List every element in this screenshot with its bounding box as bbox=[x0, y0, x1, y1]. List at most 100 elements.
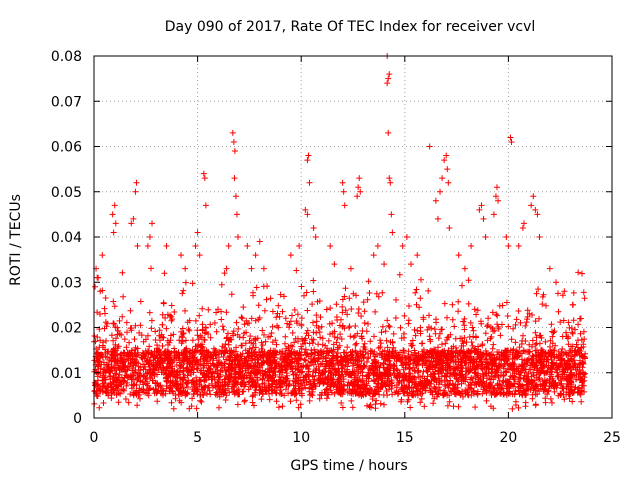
roti-point bbox=[95, 274, 102, 281]
roti-point bbox=[327, 243, 334, 250]
roti-point bbox=[310, 224, 317, 231]
roti-point bbox=[505, 243, 512, 250]
roti-point bbox=[354, 193, 361, 200]
roti-point bbox=[341, 202, 348, 209]
x-axis-label: GPS time / hours bbox=[290, 458, 407, 474]
roti-point bbox=[495, 197, 502, 204]
roti-point bbox=[437, 188, 444, 195]
roti-point bbox=[515, 243, 522, 250]
roti-point bbox=[478, 202, 485, 209]
roti-point bbox=[444, 166, 451, 173]
roti-point bbox=[381, 261, 388, 268]
y-axis-label: ROTI / TECUs bbox=[8, 194, 24, 286]
chart-title: Day 090 of 2017, Rate Of TEC Index for r… bbox=[165, 19, 536, 35]
roti-point bbox=[408, 261, 415, 268]
roti-point bbox=[305, 152, 312, 159]
roti-point bbox=[244, 243, 251, 250]
roti-point bbox=[389, 229, 396, 236]
roti-point bbox=[256, 238, 263, 245]
roti-point bbox=[508, 138, 515, 145]
roti-point bbox=[503, 234, 510, 240]
data-points bbox=[91, 53, 589, 412]
roti-point bbox=[403, 234, 410, 240]
roti-point-cloud bbox=[91, 265, 589, 412]
roti-point bbox=[434, 215, 441, 222]
roti-point bbox=[182, 265, 189, 272]
roti-point bbox=[340, 188, 347, 195]
roti-point bbox=[200, 170, 207, 177]
roti-point bbox=[99, 252, 106, 259]
roti-point bbox=[490, 211, 497, 218]
y-tick-label: 0.08 bbox=[51, 49, 82, 65]
y-tick-label: 0.04 bbox=[51, 230, 82, 246]
x-tick-label: 0 bbox=[90, 430, 99, 446]
roti-point bbox=[476, 206, 483, 213]
roti-point bbox=[461, 265, 468, 272]
y-tick-label: 0.01 bbox=[51, 366, 82, 382]
roti-point bbox=[536, 234, 543, 240]
roti-point bbox=[248, 265, 255, 272]
roti-point bbox=[532, 206, 539, 213]
roti-point bbox=[304, 157, 311, 164]
roti-point bbox=[414, 252, 421, 259]
x-tick-label: 25 bbox=[603, 430, 621, 446]
roti-point bbox=[399, 243, 406, 250]
roti-point bbox=[468, 243, 475, 250]
x-tick-label: 5 bbox=[193, 430, 202, 446]
roti-point bbox=[331, 261, 338, 268]
y-tick-label: 0.03 bbox=[51, 275, 82, 291]
x-tick-label: 10 bbox=[292, 430, 310, 446]
roti-point bbox=[134, 243, 141, 250]
roti-point bbox=[530, 193, 537, 200]
roti-point bbox=[387, 179, 394, 186]
roti-point bbox=[386, 175, 393, 182]
roti-point bbox=[494, 184, 501, 191]
roti-point bbox=[225, 243, 232, 250]
roti-point bbox=[482, 234, 489, 240]
roti-point bbox=[92, 283, 99, 290]
y-tick-label: 0.02 bbox=[51, 321, 82, 337]
roti-point bbox=[194, 229, 201, 236]
y-tick-label: 0 bbox=[73, 411, 82, 427]
roti-point bbox=[97, 288, 104, 295]
roti-point bbox=[192, 243, 199, 250]
roti-point bbox=[201, 175, 208, 182]
roti-point bbox=[388, 211, 395, 218]
roti-point bbox=[196, 252, 203, 259]
roti-point bbox=[296, 243, 303, 250]
roti-point bbox=[577, 315, 584, 322]
roti-point bbox=[233, 211, 240, 218]
roti-point bbox=[144, 243, 151, 250]
roti-point bbox=[357, 188, 364, 195]
roti-point bbox=[480, 215, 487, 222]
roti-point bbox=[302, 206, 309, 213]
roti-point bbox=[455, 252, 462, 259]
roti-point bbox=[534, 211, 541, 218]
roti-point bbox=[519, 224, 526, 231]
roti-point bbox=[231, 148, 238, 155]
roti-point bbox=[231, 175, 238, 182]
roti-point bbox=[553, 279, 560, 286]
x-tick-label: 20 bbox=[499, 430, 517, 446]
axis-ticks bbox=[93, 55, 613, 419]
roti-point bbox=[223, 265, 230, 272]
roti-point bbox=[569, 301, 576, 308]
roti-point bbox=[287, 252, 294, 259]
roti-point bbox=[133, 179, 140, 186]
y-tick-labels: 0 0.01 0.02 0.03 0.04 0.05 0.06 0.07 0.08 bbox=[51, 49, 82, 427]
roti-point bbox=[374, 243, 381, 250]
roti-point bbox=[163, 243, 170, 250]
roti-point bbox=[370, 252, 377, 259]
roti-point bbox=[386, 71, 393, 78]
roti-point bbox=[128, 220, 135, 227]
roti-point bbox=[347, 265, 354, 272]
roti-point bbox=[446, 224, 453, 231]
roti-point bbox=[111, 202, 118, 209]
roti-point bbox=[385, 75, 392, 82]
roti-point bbox=[561, 288, 568, 295]
roti-point bbox=[304, 211, 311, 218]
roti-point bbox=[132, 188, 139, 195]
roti-point bbox=[109, 211, 116, 218]
roti-point bbox=[229, 129, 236, 136]
